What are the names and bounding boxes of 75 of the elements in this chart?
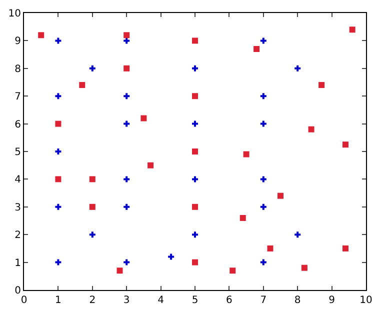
y-tick-label: 4 bbox=[14, 174, 21, 186]
y-tick-label: 0 bbox=[14, 286, 21, 296]
point bbox=[192, 65, 198, 72]
x-tick-label: 10 bbox=[360, 295, 372, 306]
point bbox=[294, 65, 301, 72]
x-tick-label: 8 bbox=[294, 295, 301, 306]
y-tick-label: 3 bbox=[14, 202, 21, 214]
point bbox=[124, 259, 130, 266]
y-tick-label: 9 bbox=[14, 36, 21, 48]
point bbox=[240, 214, 246, 221]
point bbox=[192, 176, 198, 182]
point bbox=[89, 176, 96, 182]
point bbox=[260, 38, 266, 44]
point bbox=[55, 176, 62, 182]
point bbox=[124, 120, 130, 127]
point bbox=[55, 120, 62, 127]
y-tick-label: 2 bbox=[14, 230, 21, 242]
point bbox=[278, 192, 284, 199]
point bbox=[89, 65, 96, 72]
point bbox=[192, 232, 198, 238]
x-tick-label: 1 bbox=[55, 295, 62, 306]
point bbox=[243, 151, 250, 158]
point bbox=[192, 204, 198, 210]
point bbox=[192, 93, 198, 100]
y-tick-label: 8 bbox=[14, 64, 21, 75]
point bbox=[342, 245, 348, 252]
point bbox=[192, 120, 198, 127]
point bbox=[124, 38, 130, 44]
point bbox=[55, 259, 62, 266]
point bbox=[124, 176, 130, 182]
point bbox=[308, 126, 314, 132]
point bbox=[116, 268, 123, 274]
point bbox=[38, 32, 44, 38]
x-tick-label: 4 bbox=[158, 295, 164, 306]
point bbox=[301, 264, 308, 271]
point bbox=[192, 38, 198, 44]
point bbox=[124, 32, 130, 38]
point bbox=[168, 254, 174, 260]
y-tick-label: 5 bbox=[14, 147, 21, 158]
point bbox=[349, 26, 356, 33]
point bbox=[55, 93, 62, 100]
point bbox=[148, 162, 154, 168]
point bbox=[260, 259, 266, 266]
point bbox=[230, 268, 236, 274]
x-tick-label: 6 bbox=[226, 295, 232, 306]
point bbox=[294, 232, 301, 238]
point bbox=[267, 245, 274, 252]
x-tick-label: 2 bbox=[89, 295, 96, 306]
point bbox=[260, 204, 266, 210]
point bbox=[124, 204, 130, 210]
y-tick-label: 1 bbox=[14, 258, 21, 269]
x-tick-label: 7 bbox=[260, 295, 267, 306]
x-tick-label: 5 bbox=[192, 295, 198, 306]
point bbox=[192, 148, 198, 154]
x-tick-label: 9 bbox=[328, 295, 335, 306]
point bbox=[140, 115, 147, 122]
point bbox=[124, 93, 130, 100]
x-tick-label: 3 bbox=[123, 295, 130, 306]
point bbox=[260, 176, 266, 182]
point bbox=[260, 93, 266, 100]
y-tick-label: 6 bbox=[14, 119, 21, 130]
point bbox=[55, 148, 62, 154]
point bbox=[55, 204, 62, 210]
point bbox=[260, 120, 266, 127]
point bbox=[124, 65, 130, 72]
point bbox=[192, 259, 198, 266]
point bbox=[55, 38, 62, 44]
point bbox=[342, 142, 348, 148]
point bbox=[254, 46, 260, 52]
point bbox=[89, 204, 96, 210]
point bbox=[79, 82, 86, 88]
y-tick-label: 10 bbox=[8, 8, 21, 20]
point bbox=[318, 82, 325, 88]
y-tick-label: 7 bbox=[14, 92, 21, 103]
point bbox=[89, 232, 96, 238]
